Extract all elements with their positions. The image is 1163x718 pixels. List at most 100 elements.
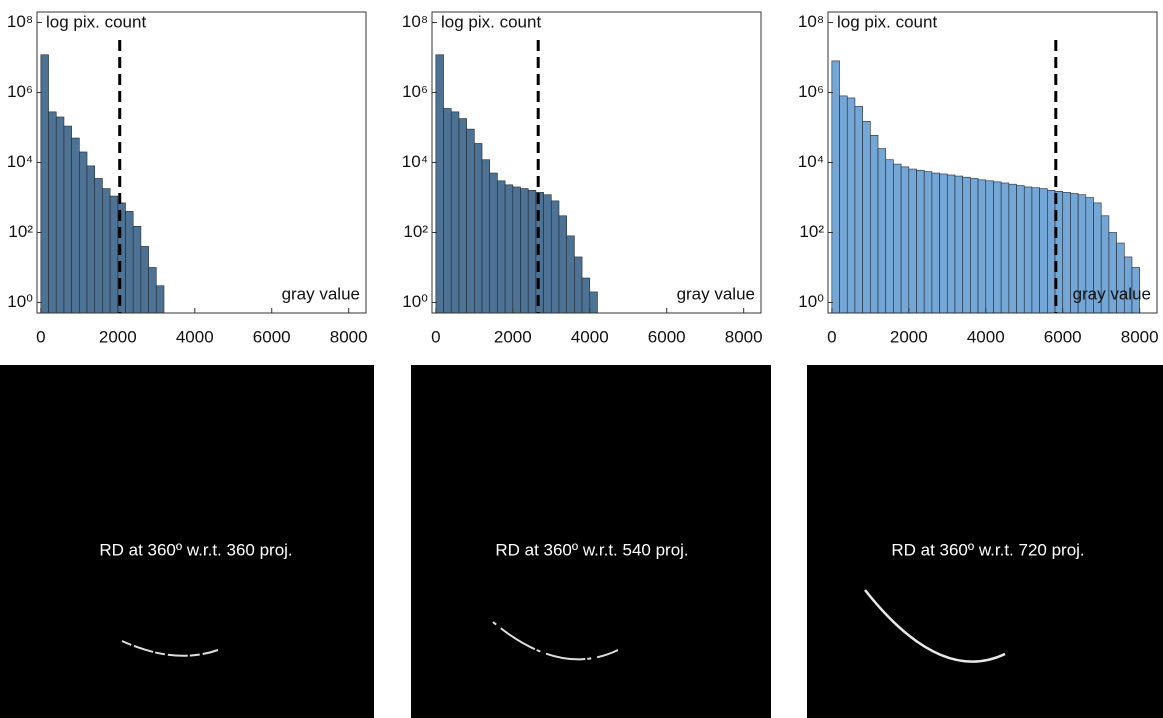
histogram-bar <box>863 121 871 313</box>
y-tick-label: 10⁸ <box>7 12 33 31</box>
y-axis-label: log pix. count <box>441 12 541 31</box>
figure: RD at 360º w.r.t. 360 proj. RD at 360º w… <box>0 0 1163 718</box>
histogram-bar <box>482 160 490 313</box>
y-axis-label: log pix. count <box>46 12 146 31</box>
image-caption: RD at 360º w.r.t. 540 proj. <box>495 540 688 559</box>
x-tick-label: 4000 <box>967 327 1005 346</box>
histogram-bar <box>521 189 529 313</box>
x-tick-label: 6000 <box>1044 327 1082 346</box>
histogram-bar <box>459 119 467 313</box>
y-tick-label: 10⁰ <box>7 292 33 311</box>
histogram-bar <box>528 190 536 313</box>
histogram-bar <box>878 149 886 313</box>
histogram-bar <box>451 112 459 313</box>
histogram-bar <box>436 55 444 313</box>
histogram-bar <box>955 176 963 313</box>
histogram-bar <box>1001 183 1009 313</box>
histogram-bar <box>505 185 513 313</box>
histogram-bar <box>149 267 157 313</box>
histogram-bar <box>870 135 878 313</box>
histogram-bar <box>474 143 482 313</box>
histogram-bar <box>1017 186 1025 313</box>
x-axis-label: gray value <box>282 284 360 303</box>
x-tick-label: 8000 <box>725 327 763 346</box>
histogram-bar <box>559 216 567 313</box>
histogram-bar <box>497 181 505 313</box>
histogram-bar <box>832 61 840 313</box>
histogram-bar <box>551 201 559 313</box>
histogram-bar <box>847 98 855 313</box>
x-tick-label: 4000 <box>571 327 609 346</box>
histogram-bar <box>156 286 164 313</box>
histogram-bar <box>544 195 552 313</box>
histogram-bar <box>909 169 917 313</box>
histogram-bar <box>567 236 575 313</box>
histogram-bar <box>110 196 118 313</box>
histogram-bar <box>126 211 134 313</box>
y-tick-label: 10⁸ <box>402 12 428 31</box>
histogram-bar <box>41 55 49 313</box>
histogram-bar <box>978 180 986 313</box>
histogram-bar <box>940 174 948 313</box>
y-tick-label: 10² <box>8 222 33 241</box>
histogram-bar <box>467 129 475 313</box>
y-tick-label: 10⁰ <box>402 292 428 311</box>
x-tick-label: 0 <box>431 327 440 346</box>
x-tick-label: 4000 <box>176 327 214 346</box>
histogram-bar <box>1032 188 1040 313</box>
y-tick-label: 10⁴ <box>798 152 824 171</box>
x-tick-label: 6000 <box>648 327 686 346</box>
x-tick-label: 0 <box>36 327 45 346</box>
histogram-bar <box>72 138 80 313</box>
histogram-bar <box>582 278 590 313</box>
x-tick-label: 6000 <box>253 327 291 346</box>
histogram-bar <box>102 189 110 313</box>
histogram-bar <box>840 96 848 313</box>
histogram-bar <box>49 112 57 313</box>
y-tick-label: 10⁰ <box>798 292 824 311</box>
histogram-bar <box>574 257 582 313</box>
histogram-bar <box>924 172 932 313</box>
histogram-bar <box>490 173 498 313</box>
image-caption: RD at 360º w.r.t. 720 proj. <box>891 540 1084 559</box>
x-tick-label: 2000 <box>99 327 137 346</box>
y-tick-label: 10⁴ <box>7 152 33 171</box>
histogram-bar <box>855 106 863 313</box>
x-axis-label: gray value <box>1073 284 1151 303</box>
histogram-bar <box>141 246 149 313</box>
histogram-bar <box>64 126 72 313</box>
x-tick-label: 2000 <box>890 327 928 346</box>
histogram-bar <box>886 160 894 313</box>
histogram-bar <box>963 177 971 313</box>
histogram-bar <box>947 175 955 313</box>
y-tick-label: 10⁸ <box>798 12 824 31</box>
y-tick-label: 10² <box>403 222 428 241</box>
histogram-bar <box>1024 187 1032 313</box>
histogram-bar <box>1040 189 1048 313</box>
histogram-bar <box>133 226 141 313</box>
x-axis-label: gray value <box>677 284 755 303</box>
histogram-bar <box>1009 184 1017 313</box>
histogram-bar <box>95 178 103 313</box>
x-tick-label: 2000 <box>494 327 532 346</box>
histogram-bar <box>79 152 87 313</box>
image-caption: RD at 360º w.r.t. 360 proj. <box>99 540 292 559</box>
x-tick-label: 8000 <box>1121 327 1159 346</box>
histogram-bar <box>87 166 95 313</box>
y-tick-label: 10⁶ <box>402 82 428 101</box>
histogram-bar <box>917 170 925 313</box>
y-tick-label: 10⁶ <box>798 82 824 101</box>
histogram-bar <box>932 173 940 313</box>
x-tick-label: 8000 <box>330 327 368 346</box>
histogram-bar <box>893 164 901 313</box>
y-tick-label: 10⁴ <box>402 152 428 171</box>
histogram-bar <box>444 108 452 313</box>
histogram-bar <box>56 117 64 313</box>
y-tick-label: 10⁶ <box>7 82 33 101</box>
y-axis-label: log pix. count <box>837 12 937 31</box>
y-tick-label: 10² <box>799 222 824 241</box>
histogram-bar <box>970 178 978 313</box>
histogram-bar <box>986 181 994 313</box>
histogram-bar <box>993 182 1001 313</box>
histogram-bar <box>513 187 521 313</box>
